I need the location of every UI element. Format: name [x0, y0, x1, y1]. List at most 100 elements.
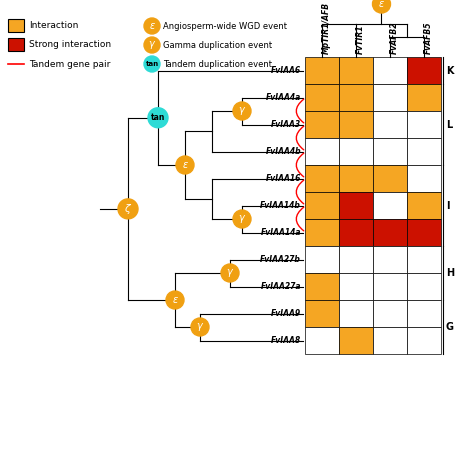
- Bar: [373, 219, 407, 246]
- Text: $\gamma$: $\gamma$: [148, 39, 156, 51]
- Circle shape: [221, 264, 239, 282]
- Text: tan: tan: [146, 61, 159, 67]
- Bar: [305, 219, 339, 246]
- Text: FvIAA14b: FvIAA14b: [260, 201, 301, 210]
- Text: FvAFB2: FvAFB2: [390, 21, 399, 54]
- Bar: [407, 300, 441, 327]
- Text: I: I: [446, 201, 449, 210]
- Bar: [305, 138, 339, 165]
- Bar: [8, 19, 24, 32]
- Text: FvIAA4b: FvIAA4b: [265, 147, 301, 156]
- Circle shape: [148, 108, 168, 128]
- Bar: [373, 111, 407, 138]
- Bar: [305, 192, 339, 219]
- Bar: [305, 57, 339, 84]
- Bar: [339, 84, 373, 111]
- Bar: [407, 192, 441, 219]
- Bar: [305, 111, 339, 138]
- Text: H: H: [446, 268, 454, 278]
- Text: FvIAA8: FvIAA8: [271, 336, 301, 345]
- Circle shape: [373, 0, 391, 13]
- Circle shape: [144, 18, 160, 34]
- Bar: [373, 165, 407, 192]
- Text: FvIAA27b: FvIAA27b: [260, 255, 301, 264]
- Bar: [407, 219, 441, 246]
- Bar: [407, 138, 441, 165]
- Text: $\varepsilon$: $\varepsilon$: [172, 295, 178, 305]
- Bar: [373, 192, 407, 219]
- Bar: [407, 111, 441, 138]
- Bar: [305, 84, 339, 111]
- Text: $\varepsilon$: $\varepsilon$: [148, 21, 155, 31]
- Bar: [373, 84, 407, 111]
- Bar: [8, 38, 24, 51]
- Circle shape: [233, 102, 251, 120]
- Bar: [407, 246, 441, 273]
- Bar: [373, 246, 407, 273]
- Circle shape: [166, 291, 184, 309]
- Bar: [407, 57, 441, 84]
- Bar: [305, 273, 339, 300]
- Text: tan: tan: [151, 113, 165, 122]
- Text: $\varepsilon$: $\varepsilon$: [182, 160, 189, 170]
- Bar: [339, 111, 373, 138]
- Bar: [305, 246, 339, 273]
- Text: K: K: [446, 65, 454, 75]
- Text: $\gamma$: $\gamma$: [196, 321, 204, 333]
- Bar: [407, 165, 441, 192]
- Text: FvAFB5: FvAFB5: [424, 21, 433, 54]
- FancyArrowPatch shape: [296, 126, 304, 150]
- Text: $\gamma$: $\gamma$: [238, 213, 246, 225]
- FancyArrowPatch shape: [296, 153, 304, 177]
- Text: FvIAA3: FvIAA3: [271, 120, 301, 129]
- Circle shape: [191, 318, 209, 336]
- Bar: [339, 138, 373, 165]
- Text: FvIAA16: FvIAA16: [265, 174, 301, 183]
- Bar: [407, 327, 441, 354]
- Bar: [339, 219, 373, 246]
- Bar: [339, 300, 373, 327]
- Text: FvIAA9: FvIAA9: [271, 309, 301, 318]
- Text: $\gamma$: $\gamma$: [226, 267, 234, 279]
- Text: MpTIR1/AFB: MpTIR1/AFB: [322, 2, 331, 54]
- Text: Tandem gene pair: Tandem gene pair: [29, 60, 110, 69]
- FancyArrowPatch shape: [296, 207, 304, 231]
- Text: $\varepsilon$: $\varepsilon$: [378, 0, 385, 9]
- Bar: [373, 273, 407, 300]
- Text: $\gamma$: $\gamma$: [238, 105, 246, 117]
- Bar: [339, 327, 373, 354]
- Text: Angiosperm-wide WGD event: Angiosperm-wide WGD event: [163, 21, 287, 30]
- Text: $\zeta$: $\zeta$: [124, 202, 132, 216]
- Bar: [305, 165, 339, 192]
- Bar: [339, 57, 373, 84]
- Bar: [407, 84, 441, 111]
- Bar: [373, 57, 407, 84]
- FancyArrowPatch shape: [296, 180, 304, 204]
- Text: G: G: [446, 322, 454, 332]
- FancyArrowPatch shape: [296, 99, 304, 123]
- Text: Strong interaction: Strong interaction: [29, 40, 111, 49]
- Bar: [305, 327, 339, 354]
- Bar: [373, 138, 407, 165]
- Bar: [339, 192, 373, 219]
- Bar: [373, 300, 407, 327]
- Circle shape: [233, 210, 251, 228]
- Bar: [339, 246, 373, 273]
- Text: FvIAA6: FvIAA6: [271, 66, 301, 75]
- Text: FvIAA27a: FvIAA27a: [261, 282, 301, 291]
- Text: FvIAA14a: FvIAA14a: [261, 228, 301, 237]
- Text: L: L: [446, 119, 452, 129]
- Bar: [305, 300, 339, 327]
- Bar: [407, 273, 441, 300]
- Circle shape: [144, 56, 160, 72]
- Circle shape: [176, 156, 194, 174]
- Circle shape: [118, 199, 138, 219]
- Bar: [339, 273, 373, 300]
- Text: FvIAA4a: FvIAA4a: [266, 93, 301, 102]
- Circle shape: [144, 37, 160, 53]
- Text: Tandem duplication event: Tandem duplication event: [163, 60, 272, 69]
- Bar: [373, 327, 407, 354]
- Text: Interaction: Interaction: [29, 21, 78, 30]
- Text: Gamma duplication event: Gamma duplication event: [163, 40, 272, 49]
- Bar: [339, 165, 373, 192]
